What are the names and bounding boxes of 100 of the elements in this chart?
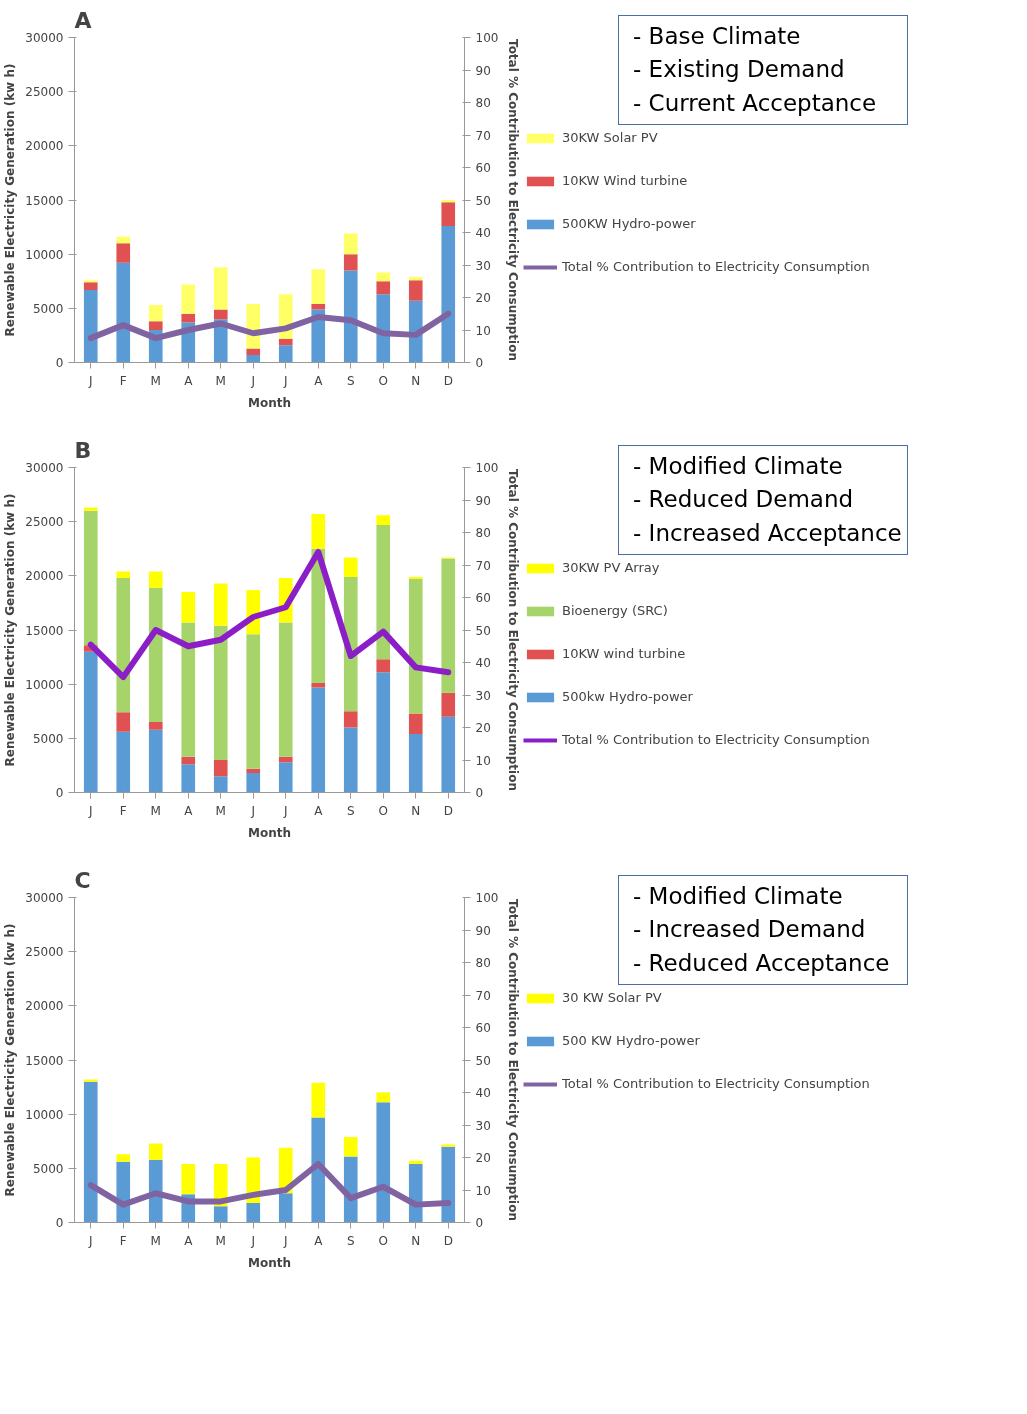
x-tick-label: S <box>346 803 355 818</box>
x-tick-label: O <box>378 373 388 388</box>
x-tick-label: J <box>250 373 256 388</box>
y2-tick-label: 20 <box>475 1151 491 1166</box>
bar <box>278 756 293 763</box>
bar <box>441 692 456 717</box>
y-tick-label: 25000 <box>25 85 64 100</box>
x-tick-label: F <box>119 373 127 388</box>
chart-title: C <box>74 867 91 893</box>
legend-label: Total % Contribution to Electricity Consumption <box>562 1076 870 1092</box>
bar <box>213 583 228 626</box>
x-tick-label: D <box>443 803 453 818</box>
bar <box>213 1206 228 1223</box>
legend-label: 500 KW Hydro-power <box>562 1033 700 1049</box>
y2-tick-label: 70 <box>475 988 491 1003</box>
bar <box>376 672 391 793</box>
bar <box>83 1079 98 1082</box>
x-tick-label: N <box>411 1233 421 1248</box>
y2-tick-label: 20 <box>475 721 491 736</box>
y-tick-label: 0 <box>55 1216 64 1231</box>
bar <box>441 716 456 793</box>
y2-tick-label: 70 <box>475 128 491 143</box>
bar <box>408 734 423 793</box>
x-tick-label: O <box>378 1233 388 1248</box>
bar <box>181 592 196 623</box>
bar <box>148 729 163 793</box>
text: - Modified Climate - Increased Demand - Reduced Acceptance <box>618 875 908 986</box>
bar <box>181 756 196 765</box>
bar <box>148 571 163 588</box>
bar <box>408 579 423 714</box>
bar <box>116 262 131 363</box>
bar <box>311 269 326 304</box>
x-axis-title: Month <box>248 1255 292 1270</box>
x-tick-label: M <box>150 373 161 388</box>
bar <box>83 510 98 646</box>
bar <box>343 233 358 255</box>
bar <box>148 321 163 330</box>
bar <box>116 712 131 732</box>
bar <box>181 764 196 793</box>
y-tick-label: 5000 <box>32 1161 64 1176</box>
bar <box>376 524 391 660</box>
legend-label: 10KW Wind turbine <box>562 173 688 189</box>
x-tick-label: F <box>119 1233 127 1248</box>
x-tick-label: M <box>215 373 226 388</box>
y2-tick-label: 80 <box>475 956 491 971</box>
x-tick-label: J <box>250 803 256 818</box>
y2-tick-label: 90 <box>475 493 491 508</box>
bar <box>311 304 326 310</box>
bar <box>441 202 456 226</box>
y2-tick-label: 80 <box>475 96 491 110</box>
bar <box>311 683 326 688</box>
legend-label: 500KW Hydro-power <box>562 216 696 232</box>
legend-label: 500kw Hydro-power <box>562 689 693 705</box>
bar <box>376 659 391 673</box>
bar <box>408 280 423 301</box>
bar <box>376 1092 391 1103</box>
y2-tick-label: 40 <box>475 226 491 240</box>
x-tick-label: A <box>314 803 324 818</box>
bar <box>213 760 228 777</box>
y2-tick-label: 40 <box>475 1086 491 1101</box>
y-tick-label: 10000 <box>25 247 64 262</box>
bar <box>441 200 456 203</box>
x-tick-label: N <box>411 803 421 818</box>
bar <box>376 281 391 295</box>
y2-tick-label: 90 <box>475 923 491 938</box>
y-tick-label: 30000 <box>25 31 64 45</box>
x-tick-label: M <box>215 803 226 818</box>
y2-tick-label: 50 <box>475 193 491 208</box>
y2-tick-label: 0 <box>475 1216 484 1231</box>
y-tick-label: 0 <box>55 356 64 370</box>
y2-tick-label: 40 <box>475 656 491 671</box>
bar <box>343 557 358 577</box>
bar <box>116 1154 131 1162</box>
y2-tick-label: 0 <box>475 786 484 801</box>
y2-axis-title: Total % Contribution to Electricity Consumption <box>506 469 521 791</box>
y2-tick-label: 10 <box>475 323 491 338</box>
x-tick-label: A <box>184 373 194 388</box>
bar <box>83 280 98 283</box>
y-tick-label: 25000 <box>25 515 64 530</box>
text: - Modified Climate - Reduced Demand - Increased Acceptance <box>618 445 908 556</box>
bar <box>408 576 423 580</box>
y2-tick-label: 60 <box>475 1021 491 1036</box>
bar <box>246 1203 261 1223</box>
y-tick-label: 25000 <box>25 945 64 960</box>
bar <box>343 711 358 728</box>
y-tick-label: 5000 <box>32 301 64 316</box>
y2-tick-label: 100 <box>475 891 499 906</box>
bar <box>213 625 228 761</box>
x-tick-label: O <box>378 803 388 818</box>
y2-tick-label: 100 <box>475 461 499 476</box>
y2-axis-title: Total % Contribution to Electricity Consumption <box>506 39 521 361</box>
x-tick-label: A <box>314 373 324 388</box>
y2-tick-label: 100 <box>475 31 499 45</box>
bar <box>181 313 196 323</box>
legend-label: 30KW Solar PV <box>562 130 658 146</box>
bar <box>213 267 228 310</box>
legend-label: 30 KW Solar PV <box>562 990 662 1006</box>
y-tick-label: 20000 <box>25 999 64 1014</box>
y-tick-label: 20000 <box>25 139 64 154</box>
x-tick-label: A <box>184 1233 194 1248</box>
